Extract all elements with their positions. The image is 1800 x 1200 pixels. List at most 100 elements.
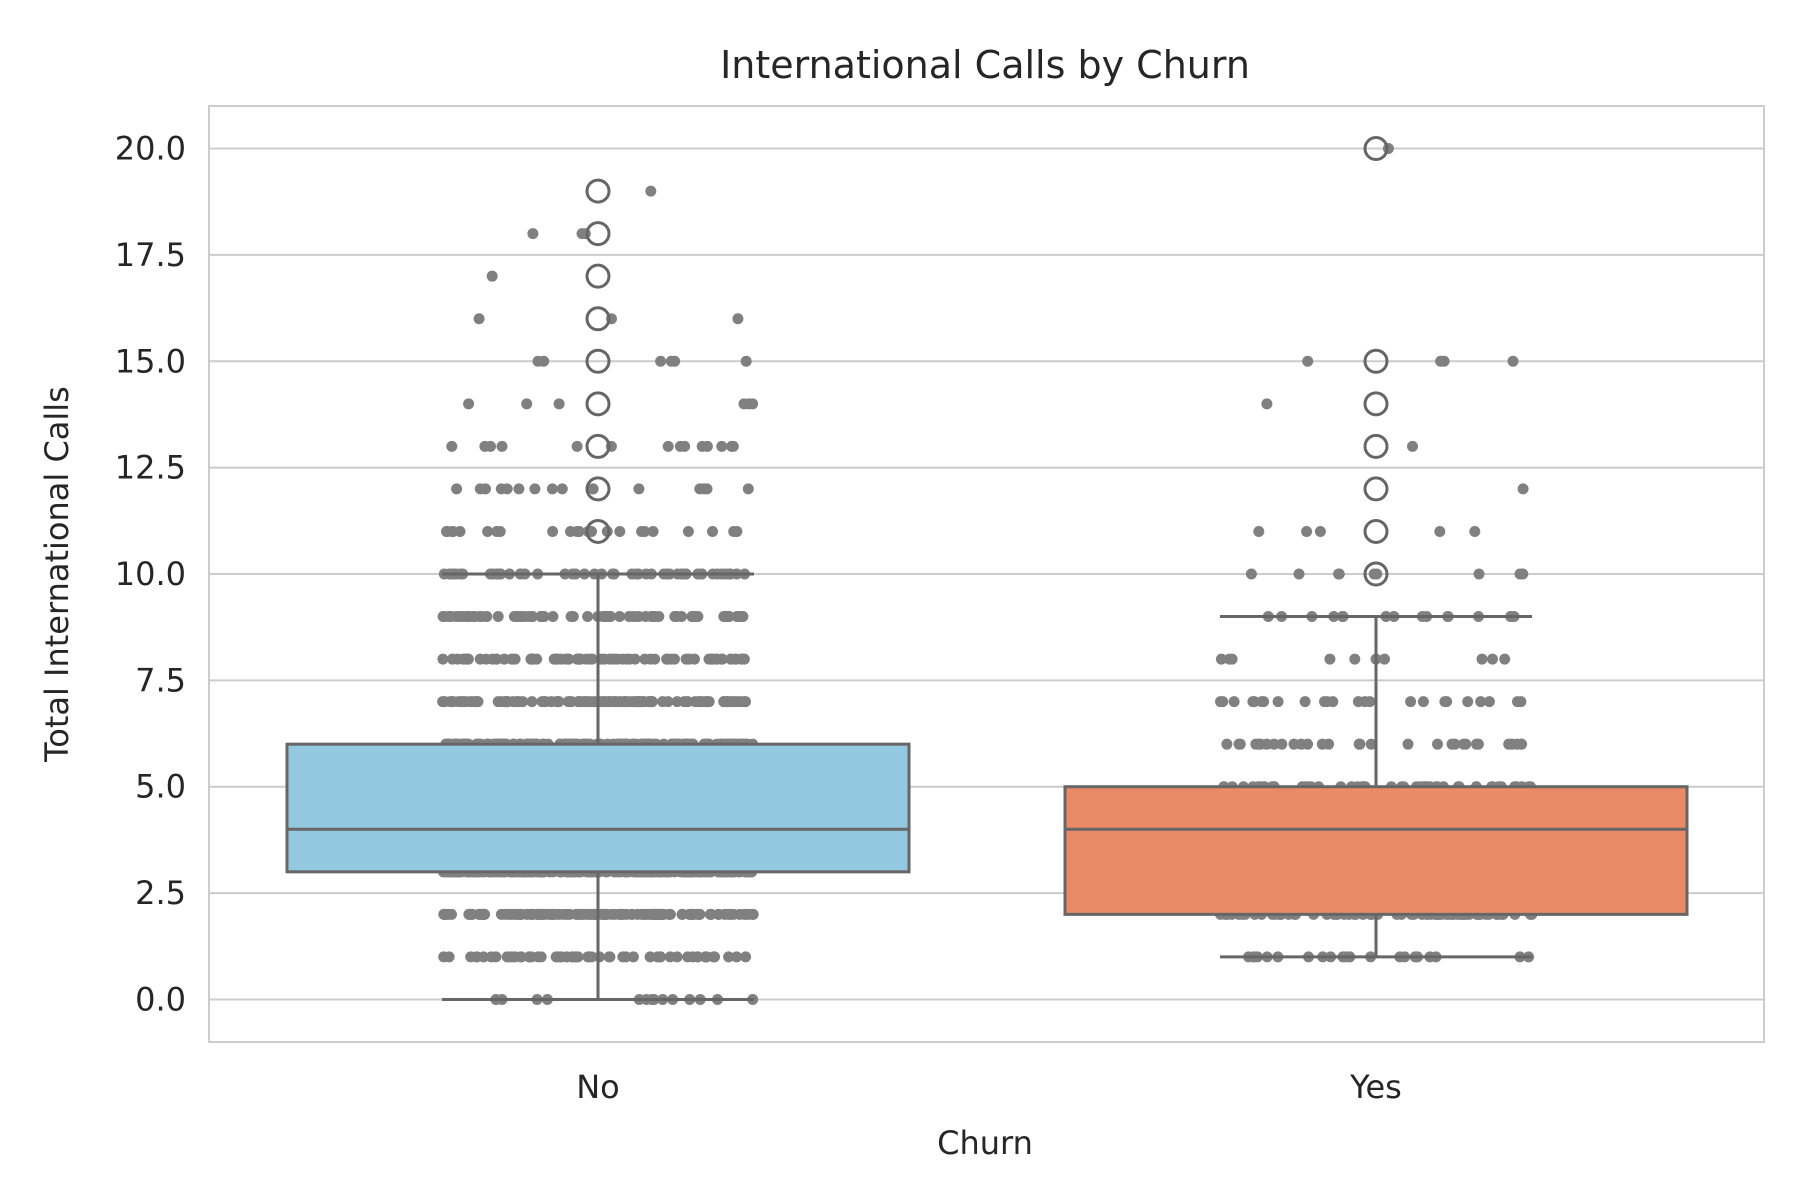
strip-point [671,951,683,963]
strip-point [446,440,458,452]
strip-point [474,653,486,665]
strip-point [1460,738,1472,750]
strip-point [723,951,735,963]
y-axis-label: Total International Calls [38,386,76,763]
strip-point [491,525,503,537]
strip-point [1228,696,1240,708]
strip-point [511,611,523,623]
strip-point [1441,696,1453,708]
outlier-point [1363,348,1389,374]
strip-point [451,483,463,495]
strip-point [1407,440,1418,452]
strip-point [704,908,716,920]
strip-point [740,355,752,367]
strip-point [450,611,462,623]
strip-point [452,653,464,665]
strip-point [639,525,651,537]
strip-point [532,355,544,367]
strip-point [678,696,690,708]
strip-point [506,908,518,920]
strip-point [633,483,645,495]
strip-point [740,696,751,708]
strip-point [644,951,656,963]
strip-point [686,611,698,623]
strip-point [1253,525,1265,537]
plot-frame [208,105,1765,1043]
strip-point [694,483,706,495]
strip-point [1245,568,1257,580]
strip-point [716,440,728,452]
strip-point [1517,483,1529,495]
strip-point [1276,738,1288,750]
strip-point [682,525,694,537]
strip-point [619,696,631,708]
strip-point [571,525,583,537]
strip-point [604,951,616,963]
strip-point [1512,696,1523,708]
strip-point [718,696,730,708]
strip-point [662,440,674,452]
strip-point [437,611,449,623]
outlier-point [1363,476,1389,502]
strip-point [623,611,635,623]
strip-point [674,440,686,452]
strip-point [647,525,659,537]
strip-point [486,270,498,282]
strip-point [1475,696,1487,708]
outlier-point [1363,518,1389,544]
strip-point [616,908,628,920]
strip-point [1434,525,1446,537]
y-tick-label: 12.5 [115,449,186,487]
outlier-point [1363,136,1389,162]
strip-point [481,611,493,623]
strip-point [1402,738,1414,750]
strip-point [633,696,645,708]
strip-point [437,653,449,665]
strip-point [576,228,588,240]
strip-point [732,313,744,325]
box-yes [1063,136,1689,959]
strip-point [438,951,450,963]
outlier-point [585,221,611,247]
outlier-point [585,263,611,289]
strip-point [526,696,538,708]
strip-point [563,653,575,665]
strip-point [1432,738,1443,750]
outlier-point [1363,433,1389,459]
strip-point [1293,568,1305,580]
strip-point [551,696,563,708]
strip-point [540,696,552,708]
strip-point [662,653,674,665]
strip-point [482,525,494,537]
y-tick-label: 17.5 [115,236,186,274]
strip-point [632,908,644,920]
strip-point [571,440,583,452]
strip-point [1299,696,1311,708]
strip-point [445,696,457,708]
strip-point [721,611,733,623]
strip-point [511,696,523,708]
outlier-point [1363,391,1389,417]
strip-point [740,951,752,963]
strip-point [473,313,485,325]
strip-point [716,653,728,665]
strip-point [736,653,747,665]
strip-point [551,653,563,665]
strip-point [1215,696,1226,708]
strip-point [446,908,457,920]
strip-point [1288,738,1300,750]
strip-point [581,908,592,920]
strip-point [1379,653,1390,665]
strip-point [571,908,583,920]
strip-point [644,696,656,708]
strip-point [527,228,539,240]
strip-point [731,611,743,623]
strip-point [597,611,609,623]
strip-point [565,696,577,708]
iqr-box [285,742,911,874]
chart-title: International Calls by Churn [720,43,1250,87]
strip-point [728,525,740,537]
strip-point [1261,738,1273,750]
strip-point [535,611,547,623]
strip-point [547,525,559,537]
